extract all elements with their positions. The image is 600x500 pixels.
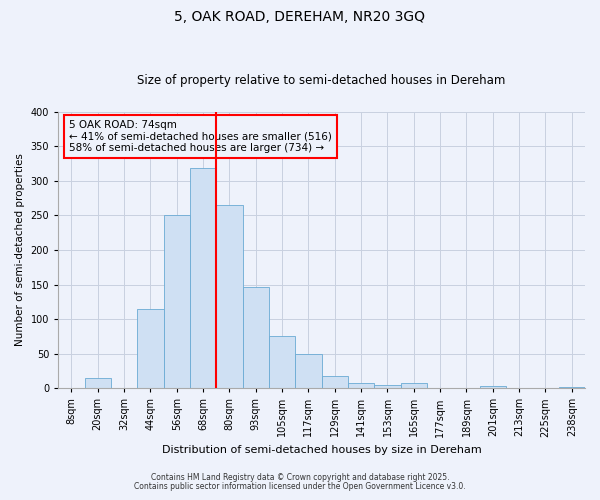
Bar xyxy=(269,336,295,388)
Bar xyxy=(216,205,242,388)
Text: 5, OAK ROAD, DEREHAM, NR20 3GQ: 5, OAK ROAD, DEREHAM, NR20 3GQ xyxy=(175,10,425,24)
Bar xyxy=(242,286,269,388)
Bar xyxy=(85,378,111,388)
X-axis label: Distribution of semi-detached houses by size in Dereham: Distribution of semi-detached houses by … xyxy=(162,445,481,455)
Text: 5 OAK ROAD: 74sqm
← 41% of semi-detached houses are smaller (516)
58% of semi-de: 5 OAK ROAD: 74sqm ← 41% of semi-detached… xyxy=(69,120,332,154)
Bar xyxy=(479,386,506,388)
Bar xyxy=(137,308,164,388)
Title: Size of property relative to semi-detached houses in Dereham: Size of property relative to semi-detach… xyxy=(137,74,506,87)
Bar xyxy=(374,384,401,388)
Bar xyxy=(348,382,374,388)
Text: Contains HM Land Registry data © Crown copyright and database right 2025.: Contains HM Land Registry data © Crown c… xyxy=(151,474,449,482)
Bar xyxy=(401,382,427,388)
Y-axis label: Number of semi-detached properties: Number of semi-detached properties xyxy=(15,154,25,346)
Bar xyxy=(164,216,190,388)
Bar xyxy=(295,354,322,388)
Bar xyxy=(190,168,216,388)
Text: Contains public sector information licensed under the Open Government Licence v3: Contains public sector information licen… xyxy=(134,482,466,491)
Bar xyxy=(322,376,348,388)
